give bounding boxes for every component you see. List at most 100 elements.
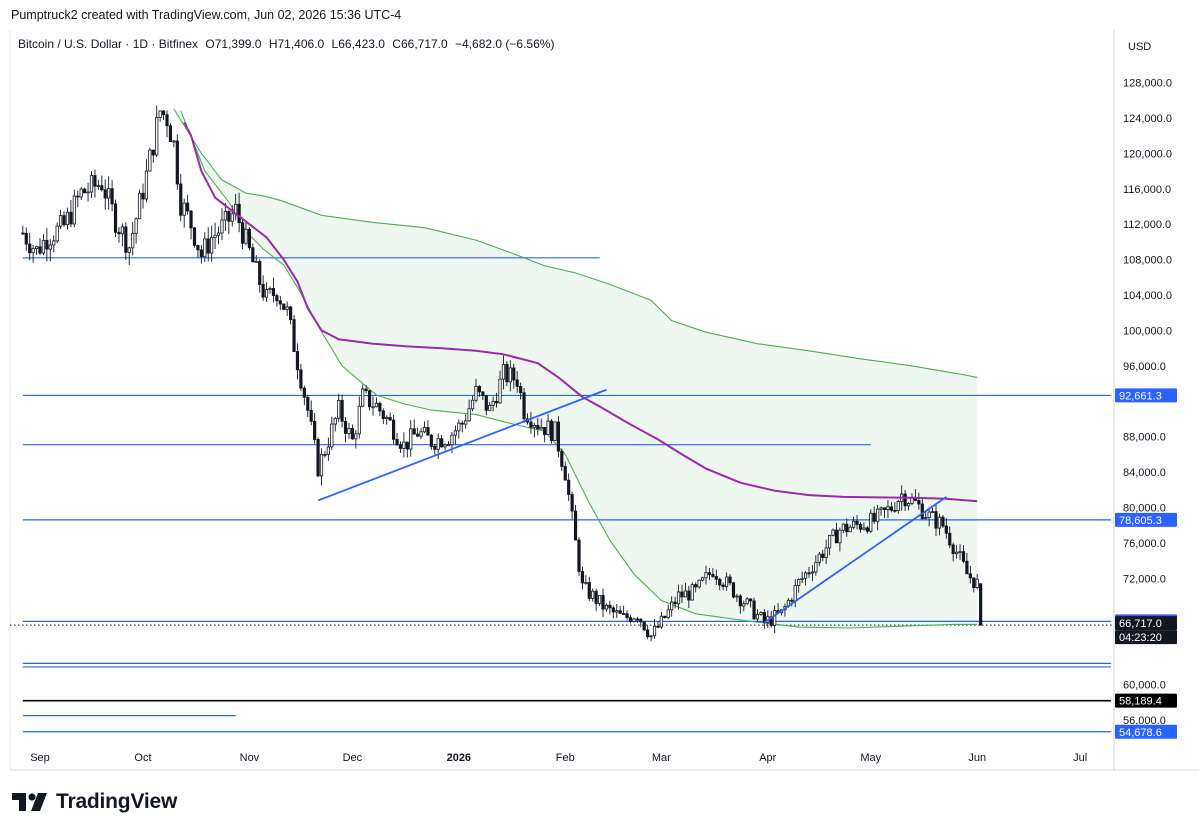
candle (240, 217, 245, 250)
candle-body (96, 185, 100, 188)
candle (285, 301, 289, 317)
tradingview-logo[interactable]: TradingView (12, 790, 177, 814)
candle-body (615, 610, 619, 613)
candle (213, 222, 217, 249)
candle-body (659, 615, 663, 628)
candle (539, 418, 543, 430)
candle (604, 603, 609, 612)
candle (570, 491, 574, 520)
candle (515, 371, 519, 393)
y-tick-label: 124,000.0 (1123, 113, 1172, 125)
candle-body (477, 385, 482, 393)
candle-body (632, 618, 636, 622)
candle-body (76, 195, 80, 198)
candle-body (31, 248, 35, 254)
candle (934, 503, 938, 537)
candle-body (539, 426, 543, 430)
candle (522, 387, 526, 423)
candle-body (385, 417, 389, 420)
candle (31, 244, 35, 263)
candle-body (841, 523, 845, 531)
y-tick-label: 116,000.0 (1123, 184, 1171, 196)
candle (251, 243, 255, 263)
candle (69, 199, 73, 228)
candle-body (594, 590, 598, 604)
candle-body (261, 284, 265, 298)
candle-body (24, 232, 28, 245)
y-tick-label: 100,000.0 (1123, 325, 1172, 337)
candle (896, 499, 900, 514)
candle-body (65, 211, 70, 226)
candle-body (264, 289, 269, 298)
candle (817, 551, 821, 567)
candle-body (381, 410, 385, 420)
candle (501, 355, 506, 390)
candle-body (649, 635, 653, 638)
candle (920, 498, 924, 520)
candle (55, 222, 59, 244)
candle (237, 192, 241, 233)
candle (560, 448, 564, 472)
candle (824, 539, 828, 565)
candle-body (45, 239, 49, 250)
candle (714, 569, 718, 585)
candle (347, 422, 351, 439)
candle (838, 527, 842, 552)
candle-body (323, 453, 327, 456)
candle-body (611, 607, 615, 613)
candle (227, 210, 231, 235)
candle (72, 189, 76, 228)
candle-body (491, 400, 495, 406)
candle-body (773, 610, 777, 626)
candle (113, 199, 118, 237)
candle (45, 228, 49, 262)
candle-body (223, 210, 227, 221)
candle-body (704, 572, 708, 579)
horizontal-levels (10, 257, 1114, 733)
candle (158, 110, 162, 122)
candle-body (137, 192, 142, 220)
price-label-bg (1115, 693, 1177, 708)
candle (93, 169, 97, 198)
x-tick-label: Feb (556, 752, 575, 764)
candle-body (728, 576, 732, 584)
candle (254, 255, 258, 263)
legend-symbol: Bitcoin / U.S. Dollar · 1D · Bitfinex (18, 37, 198, 51)
candle-body (34, 246, 39, 250)
candle-body (670, 601, 674, 611)
candle-body (882, 507, 887, 511)
y-tick-label: 128,000.0 (1123, 78, 1172, 90)
candle-body (941, 516, 945, 527)
price-label-badge: 54,678.6 (1115, 724, 1177, 739)
candle-body (282, 303, 286, 310)
candle (409, 420, 413, 457)
candle (216, 226, 221, 245)
candle-body (793, 585, 797, 602)
candle-body (144, 170, 149, 200)
candle-body (402, 441, 406, 449)
candle-body (21, 232, 25, 235)
candle (536, 417, 540, 436)
candle-body (151, 149, 155, 156)
candle-body (361, 388, 365, 407)
candle-body (131, 232, 135, 249)
candle-body (731, 582, 736, 598)
candle (498, 370, 502, 404)
candle (711, 568, 715, 578)
candle-body (292, 319, 296, 352)
candle (464, 414, 468, 429)
candle (803, 571, 808, 586)
legend-low-label: L (332, 37, 339, 51)
ohlc-legend: Bitcoin / U.S. Dollar · 1D · Bitfinex O7… (18, 37, 554, 51)
price-label-badge: 66,717.0 (1115, 616, 1177, 631)
candle-body (869, 512, 873, 532)
candle-body (299, 369, 303, 389)
candle-body (515, 379, 519, 387)
candle-body (553, 421, 557, 441)
candle (790, 597, 794, 607)
currency-label[interactable]: USD (1128, 41, 1151, 53)
band-fill-area (173, 109, 978, 629)
y-tick-label: 88,000.0 (1123, 432, 1166, 444)
candle-body (876, 508, 880, 522)
